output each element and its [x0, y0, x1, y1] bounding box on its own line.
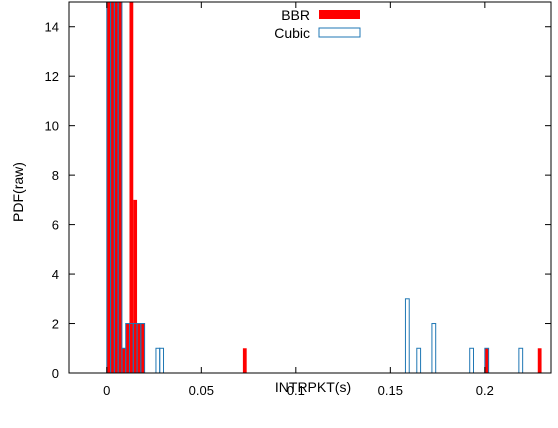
x-tick-label: 0 — [103, 383, 110, 398]
bar-bbr — [484, 348, 489, 373]
y-axis-label: PDF(raw) — [10, 162, 26, 222]
y-tick-label: 12 — [45, 69, 59, 84]
axes-layer: 0 2 4 6 8 10 12 14 0 0.05 0.1 0.15 0.2 — [45, 1, 552, 398]
series-bbr — [106, 2, 542, 373]
bars-layer — [106, 1, 542, 374]
y-tick-label: 2 — [52, 317, 59, 332]
x-tick-label: 0.2 — [476, 383, 494, 398]
bar-cubic — [518, 347, 524, 374]
bar-bbr — [140, 323, 145, 373]
bar-bbr — [118, 2, 122, 373]
legend-label-bbr: BBR — [281, 7, 310, 23]
x-axis-label: INTRPKT(s) — [275, 379, 351, 395]
bar-cubic — [155, 347, 161, 374]
bar-bbr — [242, 348, 247, 373]
bar-bbr — [114, 2, 119, 373]
bar-cubic — [431, 323, 437, 374]
bar-bbr — [537, 348, 542, 373]
y-tick-label: 8 — [52, 168, 59, 183]
plot-frame — [68, 1, 552, 374]
y-tick-label: 10 — [45, 119, 59, 134]
bar-bbr — [137, 323, 141, 373]
bar-bbr — [133, 199, 138, 373]
bar-bbr — [110, 2, 115, 373]
legend-swatch-cubic — [318, 27, 361, 38]
y-tick-label: 14 — [45, 20, 59, 35]
x-tick-label: 0.15 — [378, 383, 403, 398]
bar-cubic — [469, 347, 475, 374]
bar-bbr — [121, 348, 126, 373]
bar-bbr — [106, 2, 111, 373]
legend-label-cubic: Cubic — [274, 25, 310, 41]
y-tick-label: 4 — [52, 267, 59, 282]
x-tick-label: 0.1 — [287, 383, 305, 398]
series-cubic — [106, 1, 524, 374]
bar-cubic — [159, 347, 165, 374]
legend: BBR Cubic — [274, 7, 361, 41]
bar-bbr — [125, 323, 130, 373]
y-tick-label: 6 — [52, 218, 59, 233]
legend-swatch-bbr — [319, 10, 360, 19]
bar-bbr — [129, 2, 134, 373]
bar-cubic — [404, 298, 410, 374]
x-tick-label: 0.05 — [189, 383, 214, 398]
bar-cubic — [416, 347, 422, 374]
y-tick-label: 0 — [52, 366, 59, 381]
